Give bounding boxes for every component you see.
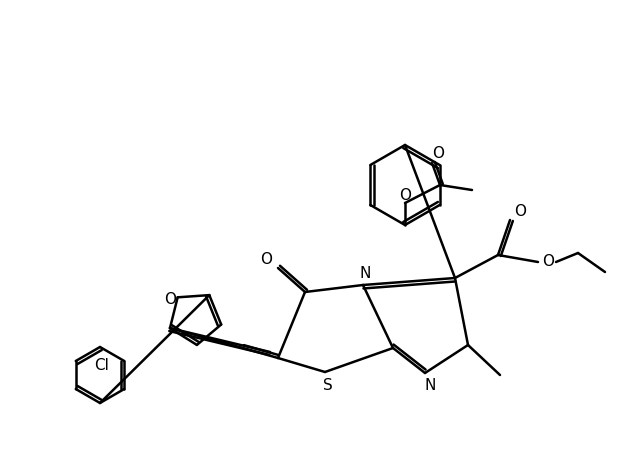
Text: O: O [432,146,444,161]
Text: Cl: Cl [95,358,109,373]
Text: N: N [359,265,371,280]
Text: O: O [164,292,175,307]
Text: O: O [514,205,526,219]
Text: N: N [424,379,436,394]
Text: O: O [542,255,554,270]
Text: O: O [260,253,272,268]
Text: S: S [323,379,333,394]
Text: O: O [399,188,411,203]
